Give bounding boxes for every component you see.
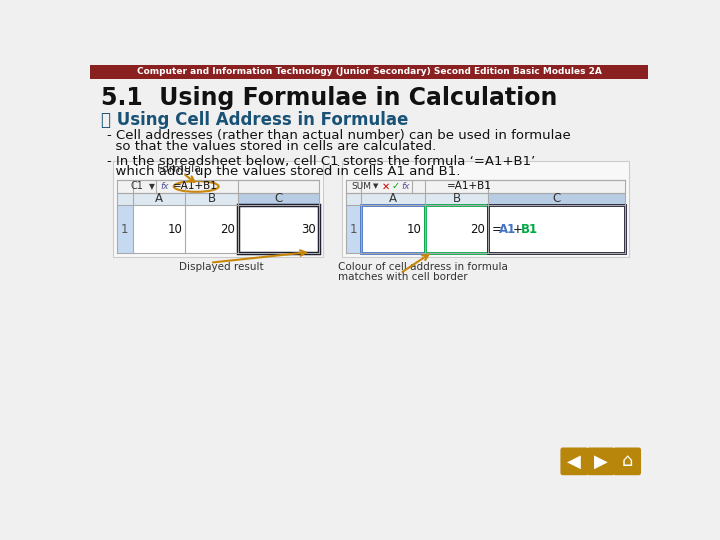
Text: so that the values stored in cells are calculated.: so that the values stored in cells are c… [107, 140, 436, 153]
Text: SUM: SUM [351, 182, 372, 191]
Text: Formula: Formula [156, 164, 202, 174]
Text: 20: 20 [470, 222, 485, 235]
Text: B: B [207, 192, 216, 205]
Text: which adds up the values stored in cells A1 and B1.: which adds up the values stored in cells… [107, 165, 460, 178]
Text: - Cell addresses (rather than actual number) can be used in formulae: - Cell addresses (rather than actual num… [107, 129, 571, 142]
Text: C: C [552, 192, 561, 205]
Bar [346, 193, 361, 205]
FancyBboxPatch shape [342, 161, 629, 257]
Bar [361, 205, 425, 253]
Text: ✕: ✕ [382, 181, 390, 192]
Text: A1: A1 [499, 222, 516, 235]
Text: B: B [452, 192, 461, 205]
Bar [238, 193, 319, 205]
Bar [132, 193, 185, 205]
Bar [488, 205, 625, 253]
FancyBboxPatch shape [587, 448, 615, 475]
Bar [90, 65, 648, 79]
Text: 5.1  Using Formulae in Calculation: 5.1 Using Formulae in Calculation [101, 86, 557, 110]
Bar [488, 193, 625, 205]
Text: fx: fx [161, 182, 169, 191]
Text: ⬥ Using Cell Address in Formulae: ⬥ Using Cell Address in Formulae [101, 111, 408, 129]
Text: =A1+B1: =A1+B1 [173, 181, 218, 192]
Bar [117, 193, 132, 205]
Text: A: A [155, 192, 163, 205]
Text: C1: C1 [131, 181, 144, 192]
Text: 1: 1 [350, 222, 357, 235]
Bar [346, 205, 361, 253]
Text: ▶: ▶ [594, 453, 608, 470]
Text: - In the spreadsheet below, cell C1 stores the formula ‘=A1+B1’: - In the spreadsheet below, cell C1 stor… [107, 154, 535, 167]
Text: Computer and Information Technology (Junior Secondary) Second Edition Basic Modu: Computer and Information Technology (Jun… [137, 68, 601, 76]
Text: C: C [274, 192, 282, 205]
FancyBboxPatch shape [113, 161, 323, 257]
Text: ▼: ▼ [149, 182, 155, 191]
Text: 10: 10 [167, 222, 182, 235]
Bar [185, 205, 238, 253]
Bar [425, 205, 488, 253]
Bar [361, 205, 425, 253]
Text: ⌂: ⌂ [621, 453, 633, 470]
Bar [185, 193, 238, 205]
Text: =: = [492, 222, 501, 235]
Text: 30: 30 [301, 222, 315, 235]
Text: ◀: ◀ [567, 453, 581, 470]
Text: fx: fx [401, 182, 410, 191]
Text: A: A [389, 192, 397, 205]
Text: matches with cell border: matches with cell border [338, 272, 467, 281]
Text: Colour of cell address in formula: Colour of cell address in formula [338, 262, 508, 272]
Bar [425, 205, 488, 253]
Text: +: + [513, 222, 523, 235]
Text: =A1+B1: =A1+B1 [447, 181, 492, 192]
Bar [346, 180, 625, 193]
Bar [425, 193, 488, 205]
Bar [488, 205, 625, 253]
Bar [117, 205, 132, 253]
Text: ▼: ▼ [372, 184, 378, 190]
Bar [132, 205, 185, 253]
FancyBboxPatch shape [613, 448, 641, 475]
Text: 10: 10 [407, 222, 422, 235]
Text: B1: B1 [521, 222, 538, 235]
Text: 20: 20 [220, 222, 235, 235]
Bar [117, 180, 319, 193]
Text: 1: 1 [121, 222, 129, 235]
Bar [238, 205, 319, 253]
Bar [361, 193, 425, 205]
Text: ✓: ✓ [391, 181, 400, 192]
Text: Displayed result: Displayed result [179, 262, 264, 272]
FancyBboxPatch shape [560, 448, 588, 475]
